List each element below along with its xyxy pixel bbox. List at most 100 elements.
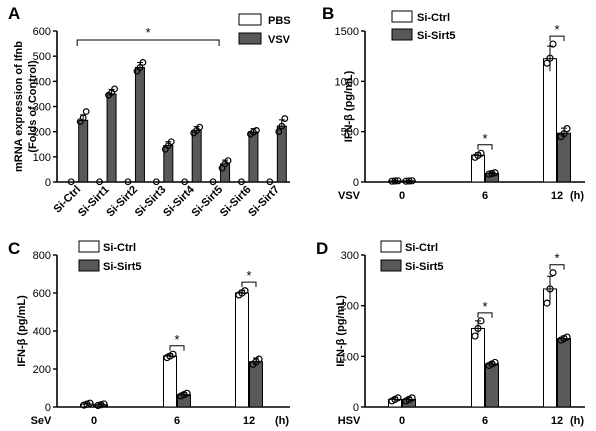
x-tick-label: 6 xyxy=(482,190,488,202)
x-tick-label: 0 xyxy=(399,415,405,427)
panel-letter-b: B xyxy=(322,4,334,23)
panel-a: A 0 100 200 300 400 500 600 mRNA expression of I… xyxy=(8,4,291,219)
significance-star: * xyxy=(174,332,179,347)
data-point xyxy=(408,177,416,185)
data-point xyxy=(196,123,204,131)
data-point xyxy=(394,394,402,402)
panel-c: C 0 200 400 600 800 IFN-β (pg/mL) 0 6 12 SeV (h) * * S… xyxy=(8,239,290,427)
y-tick-label: 1000 xyxy=(335,76,359,88)
bar-vsv xyxy=(191,129,202,183)
data-point xyxy=(560,130,568,138)
legend-label-si-sirt5: Si-Sirt5 xyxy=(417,30,456,42)
bar-si-ctrl xyxy=(471,327,485,408)
legend-label-si-ctrl: Si-Ctrl xyxy=(405,242,438,254)
legend-swatch-vsv xyxy=(238,32,262,45)
y-tick-label: 200 xyxy=(33,127,51,139)
legend-label-si-ctrl: Si-Ctrl xyxy=(103,242,136,254)
y-tick-label: 500 xyxy=(33,51,51,63)
x-tick-label: 12 xyxy=(551,190,563,202)
legend-swatch-pbs xyxy=(238,13,262,26)
bar-si-ctrl xyxy=(163,355,177,408)
legend-label-pbs: PBS xyxy=(268,15,291,27)
data-point xyxy=(563,333,571,341)
data-point xyxy=(488,169,496,178)
data-point xyxy=(255,355,263,363)
data-point xyxy=(183,389,191,397)
panel-letter-a: A xyxy=(8,4,20,23)
significance-bracket xyxy=(477,144,493,150)
panel-letter-d: D xyxy=(316,239,328,258)
significance-star: * xyxy=(482,299,487,314)
significance-star: * xyxy=(554,251,559,266)
y-tick-label: 800 xyxy=(33,250,51,262)
data-point xyxy=(97,401,105,409)
x-tick-label: 12 xyxy=(243,415,255,427)
y-tick-label: 0 xyxy=(45,402,51,414)
y-tick-label: 400 xyxy=(33,326,51,338)
significance-star: * xyxy=(554,22,559,37)
data-point xyxy=(67,178,75,186)
legend-swatch-si-sirt5 xyxy=(78,259,100,272)
y-tick-label: 600 xyxy=(33,26,51,38)
x-tick-label: 6 xyxy=(174,415,180,427)
data-point xyxy=(474,324,482,333)
data-point xyxy=(391,177,399,185)
bar-si-ctrl xyxy=(543,288,557,408)
data-point xyxy=(209,178,217,186)
legend-swatch-si-sirt5 xyxy=(380,259,402,272)
x-tick-label: Si-Sirt7 xyxy=(246,184,282,220)
y-axis-title: IFN-β (pg/mL) xyxy=(335,295,347,367)
data-point xyxy=(82,108,90,115)
y-tick-label: 200 xyxy=(341,301,359,313)
data-point xyxy=(253,127,260,134)
data-point xyxy=(281,115,289,122)
data-point xyxy=(405,177,413,185)
bar-vsv xyxy=(248,131,259,183)
legend-swatch-si-ctrl xyxy=(78,240,100,253)
data-point xyxy=(549,40,557,48)
x-axis-virus-label: VSV xyxy=(338,190,361,202)
data-point xyxy=(275,128,283,136)
y-tick-label: 1500 xyxy=(335,26,359,38)
data-point xyxy=(546,54,554,62)
data-point xyxy=(563,125,571,133)
y-tick-label: 100 xyxy=(341,351,359,363)
x-axis-virus-label: SeV xyxy=(31,415,52,427)
data-point xyxy=(543,59,551,67)
y-tick-label: 100 xyxy=(33,152,51,164)
x-tick-label: 0 xyxy=(399,190,405,202)
x-tick-label: 6 xyxy=(482,415,488,427)
x-tick-label: 12 xyxy=(551,415,563,427)
bar-vsv xyxy=(106,93,117,183)
bar-si-sirt5 xyxy=(557,338,571,408)
y-tick-label: 200 xyxy=(33,364,51,376)
data-point xyxy=(136,64,144,71)
y-axis-title: IFN-β (pg/mL) xyxy=(343,70,355,142)
significance-star: * xyxy=(482,131,487,146)
x-axis-unit-label: (h) xyxy=(570,190,584,202)
data-point xyxy=(100,400,108,408)
data-point xyxy=(543,299,551,307)
significance-bracket xyxy=(241,281,257,288)
significance-bracket xyxy=(549,35,565,42)
data-point xyxy=(491,169,499,177)
legend-label-vsv: VSV xyxy=(268,34,291,46)
data-point xyxy=(266,178,274,186)
data-point xyxy=(79,114,87,122)
data-point xyxy=(278,122,286,130)
data-point xyxy=(491,358,499,367)
y-tick-label: 0 xyxy=(353,402,359,414)
x-tick-label: 0 xyxy=(91,415,97,427)
panel-d: D 0 100 200 300 IFN-β (pg/mL) 0 6 12 HSV (h) * * Si-C… xyxy=(316,239,585,427)
bar-si-ctrl xyxy=(235,292,249,408)
bar-si-ctrl xyxy=(543,58,557,183)
data-point xyxy=(546,285,554,293)
significance-bracket xyxy=(549,264,565,270)
data-point xyxy=(124,178,132,186)
x-axis-unit-label: (h) xyxy=(275,415,289,427)
y-axis-title-line-2: (Folds of Control) xyxy=(27,60,39,153)
y-tick-label: 300 xyxy=(341,250,359,262)
data-point xyxy=(394,177,402,185)
data-point xyxy=(477,317,485,325)
